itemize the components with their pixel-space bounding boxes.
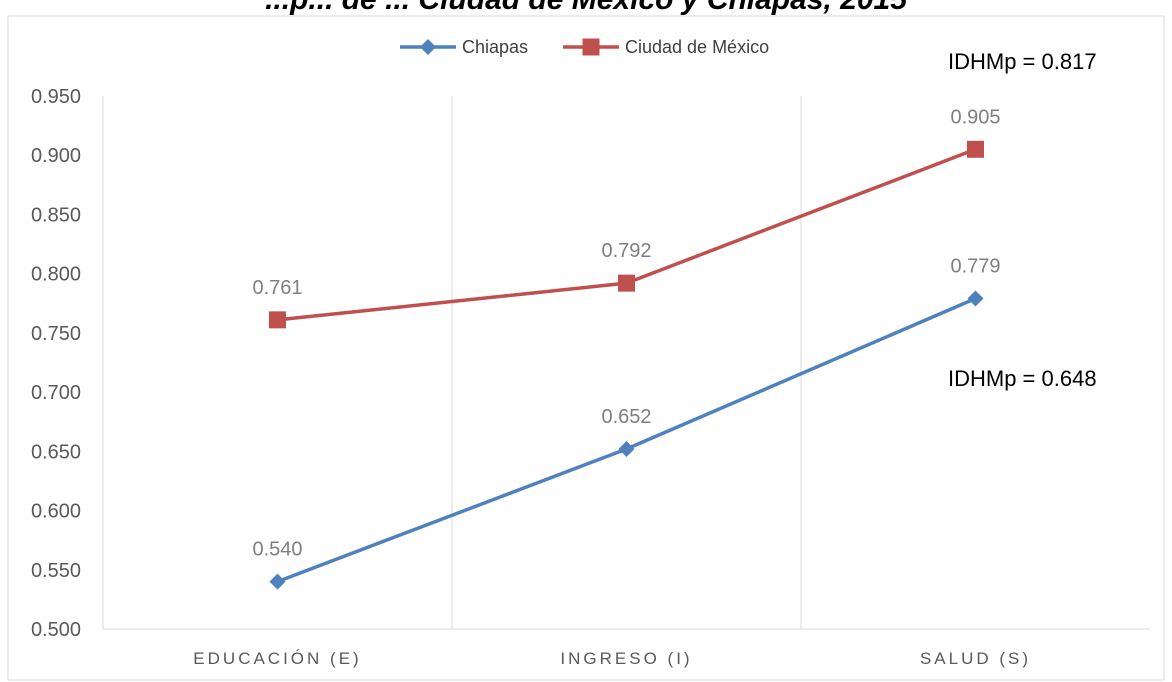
series-layer xyxy=(269,140,984,590)
legend: Chiapas Ciudad de México xyxy=(400,37,769,57)
y-tick-label: 0.650 xyxy=(31,441,81,463)
y-tick-label: 0.700 xyxy=(31,382,81,404)
legend-label-cdmx: Ciudad de México xyxy=(625,37,769,57)
y-tick-label: 0.500 xyxy=(31,619,81,641)
chart-title: ...p... de ... Ciudad de México y Chiapa… xyxy=(0,0,1172,17)
legend-marker-chiapas xyxy=(420,39,436,55)
y-tick-label: 0.800 xyxy=(31,264,81,286)
grid-layer xyxy=(451,96,802,629)
y-tick-label: 0.750 xyxy=(31,323,81,345)
chart-border xyxy=(7,15,1165,681)
data-point-chiapas xyxy=(967,290,984,307)
annotation-cdmx-idhmp: IDHMp = 0.817 xyxy=(948,49,1097,74)
data-label-chiapas: 0.779 xyxy=(950,256,1000,278)
data-point-chiapas xyxy=(618,440,635,457)
legend-label-chiapas: Chiapas xyxy=(462,37,528,57)
data-label-cdmx: 0.792 xyxy=(601,240,651,262)
data-label-cdmx: 0.761 xyxy=(252,277,302,299)
series-line-cdmx xyxy=(277,147,977,322)
data-point-chiapas xyxy=(269,573,286,590)
y-tick-label: 0.600 xyxy=(31,501,81,523)
y-tick-label: 0.900 xyxy=(31,145,81,167)
axis-layer: 0.500 0.550 0.600 0.650 0.700 0.750 0.800 0.850… xyxy=(31,86,1150,668)
x-tick-label: SALUD (S) xyxy=(920,649,1031,668)
legend-marker-cdmx xyxy=(582,38,600,56)
data-label-cdmx: 0.905 xyxy=(950,106,1000,128)
data-point-cdmx xyxy=(618,274,635,292)
data-label-layer: 0.540 0.652 0.779 0.761 0.792 0.905 xyxy=(252,106,1000,560)
x-tick-label: INGRESO (I) xyxy=(560,649,692,668)
y-tick-label: 0.550 xyxy=(31,560,81,582)
y-tick-label: 0.850 xyxy=(31,204,81,226)
x-tick-label: EDUCACIÓN (E) xyxy=(193,649,361,668)
data-label-chiapas: 0.540 xyxy=(252,539,302,561)
annotation-chiapas-idhmp: IDHMp = 0.648 xyxy=(948,366,1097,391)
data-label-chiapas: 0.652 xyxy=(601,406,651,428)
series-line-chiapas xyxy=(276,296,977,584)
data-point-cdmx xyxy=(269,311,286,329)
y-tick-label: 0.950 xyxy=(31,86,81,108)
data-point-cdmx xyxy=(967,140,984,158)
